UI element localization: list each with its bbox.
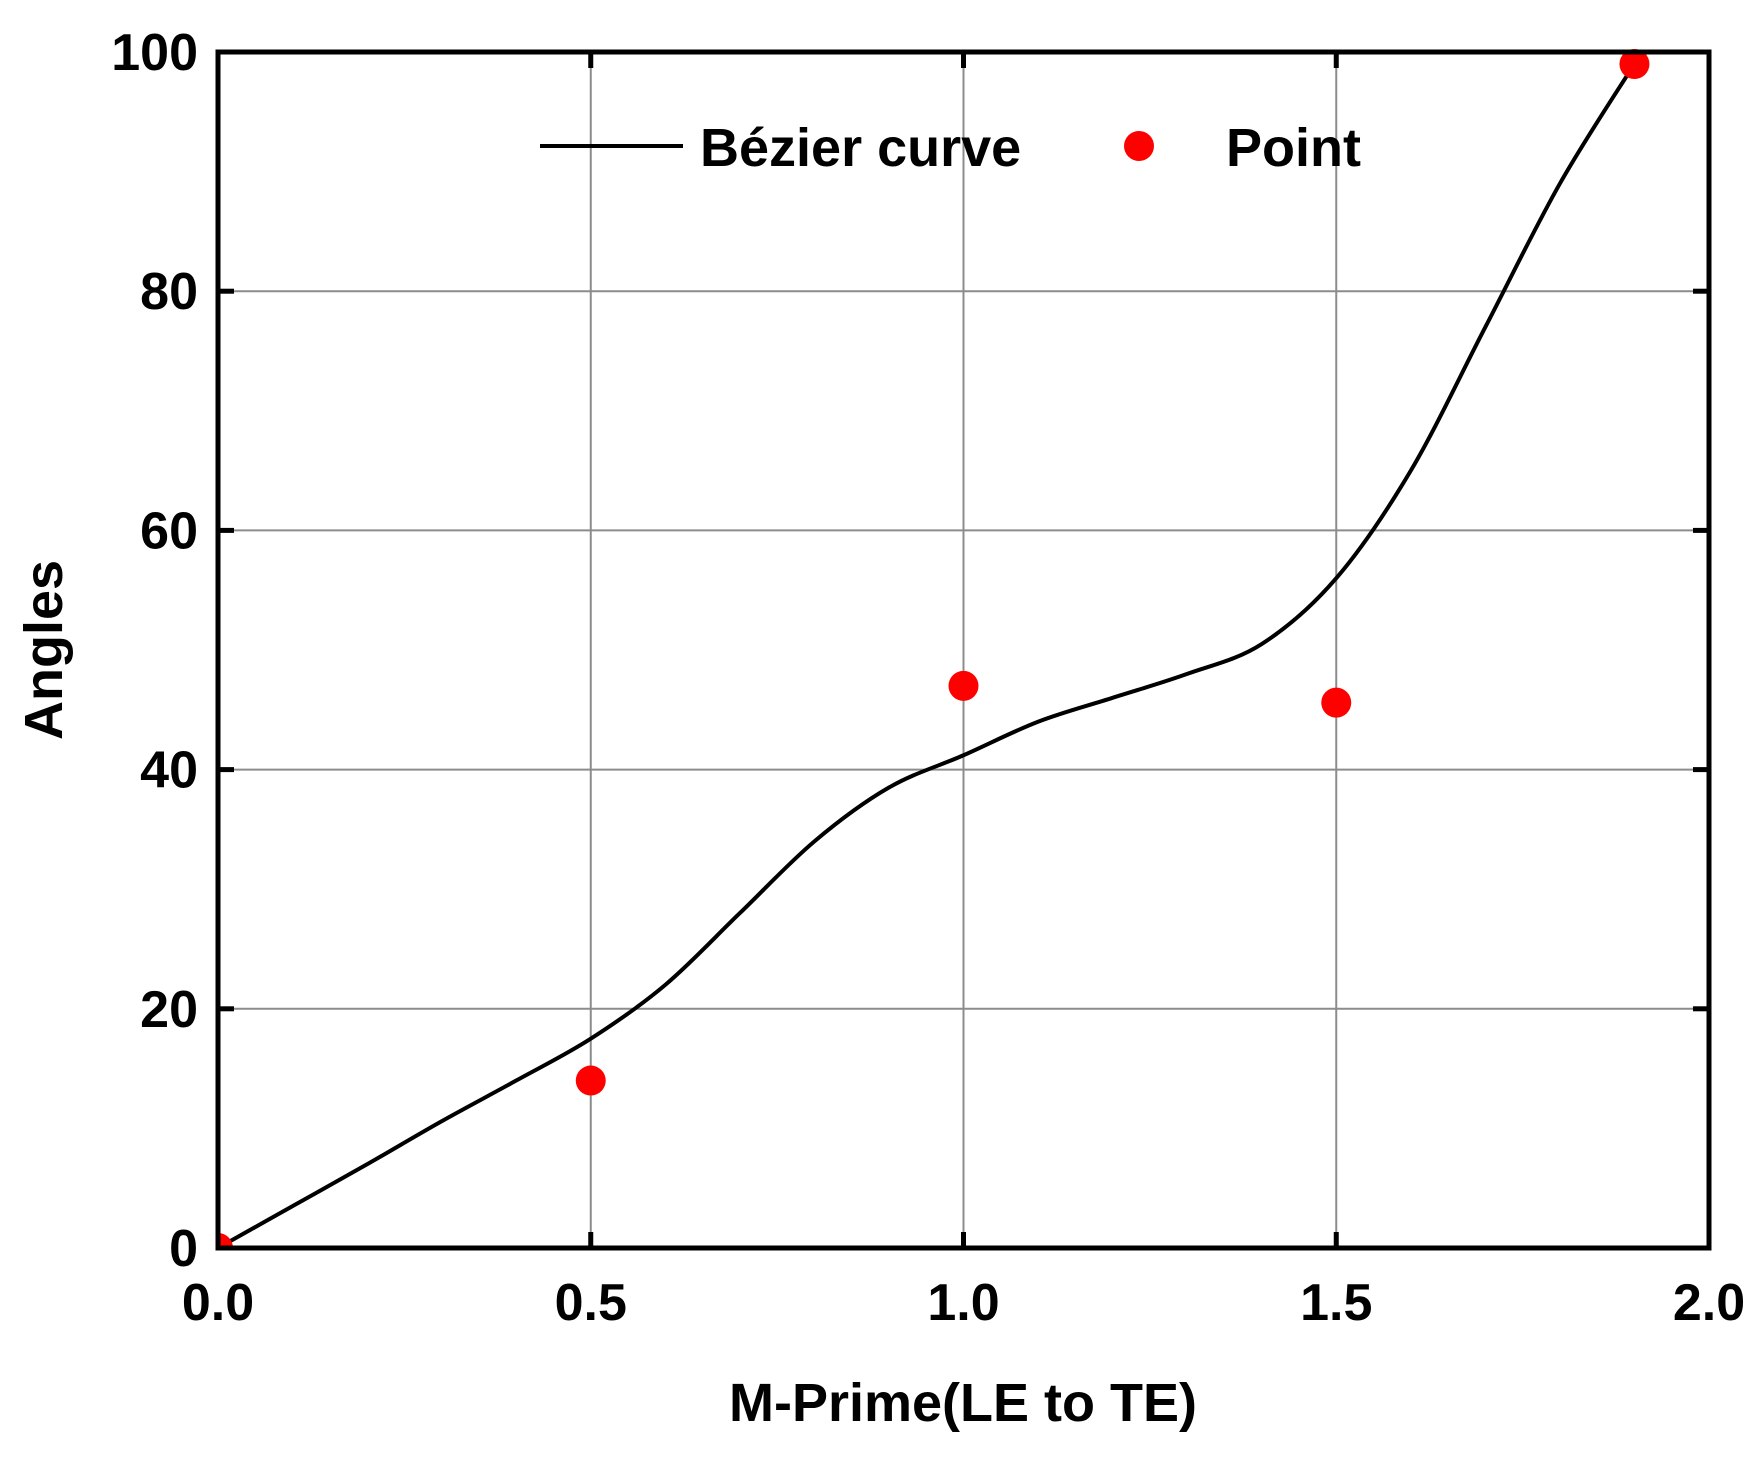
y-tick-label: 80 — [140, 263, 198, 321]
x-tick-label: 2.0 — [1673, 1274, 1745, 1332]
scatter-point — [575, 1065, 606, 1096]
bezier-curve-line — [216, 61, 1637, 1250]
x-axis-title: M-Prime(LE to TE) — [729, 1373, 1197, 1433]
y-tick-label: 100 — [111, 24, 198, 82]
legend-label-point: Point — [1226, 118, 1361, 178]
tick-layer: 0.0 0.5 1.0 1.5 2.0 0 20 40 60 80 100 — [111, 24, 1745, 1332]
y-axis-title: Angles — [14, 560, 74, 740]
legend-point-swatch — [1124, 131, 1154, 161]
scatter-point — [1321, 687, 1352, 718]
scatter-point — [1619, 48, 1650, 79]
y-tick-label: 0 — [169, 1220, 198, 1278]
legend-label-bezier-curve: Bézier curve — [700, 118, 1021, 178]
y-tick-label: 40 — [140, 742, 198, 800]
x-tick-label: 0.0 — [182, 1274, 254, 1332]
y-tick-label: 20 — [140, 981, 198, 1039]
x-tick-label: 0.5 — [555, 1274, 627, 1332]
x-tick-label: 1.0 — [927, 1274, 999, 1332]
y-tick-label: 60 — [140, 502, 198, 560]
plot-layer — [216, 48, 1650, 1250]
legend: Bézier curve Point — [540, 118, 1361, 178]
x-tick-label: 1.5 — [1300, 1274, 1372, 1332]
grid-layer — [218, 52, 1709, 1248]
scatter-point — [948, 670, 979, 701]
